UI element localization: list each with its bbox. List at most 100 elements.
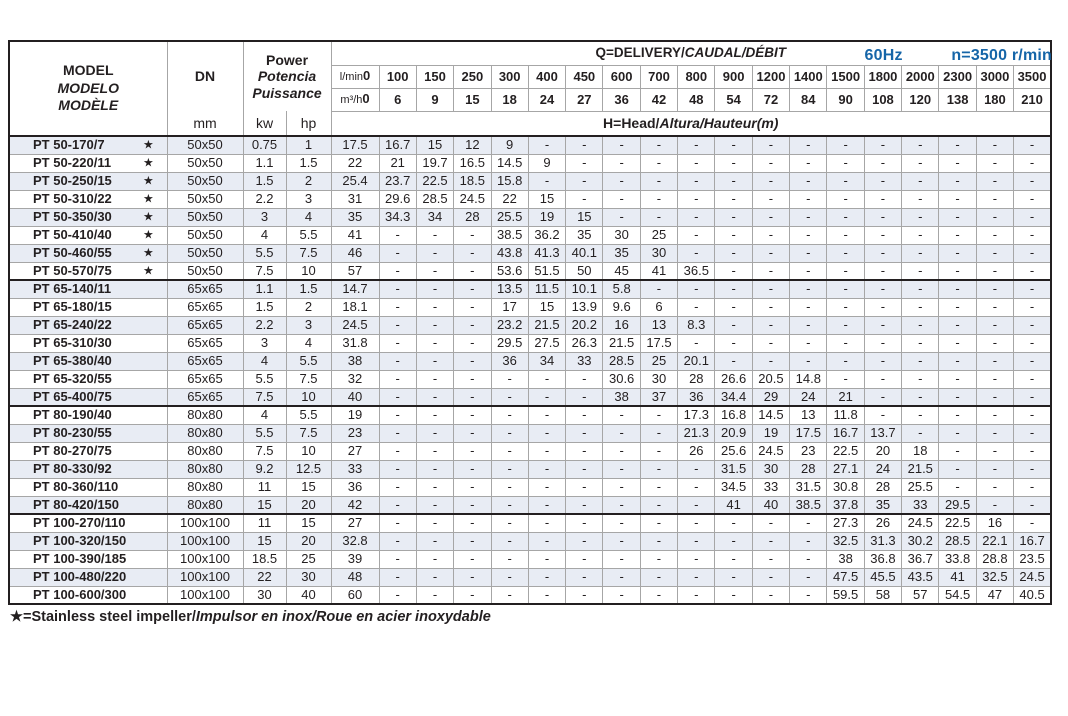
- head-value-cell: -: [677, 459, 716, 479]
- q-lmin-header-cell: 3000: [975, 64, 1015, 89]
- head-value-cell: -: [527, 477, 567, 497]
- head-value-cell: 27.3: [826, 513, 865, 533]
- head-value-cell: 24.5: [901, 513, 940, 533]
- dn-cell: 80x80: [166, 423, 244, 443]
- head-value-cell: -: [490, 387, 529, 407]
- head-value-cell: 40: [330, 387, 380, 407]
- model-name: PT 50-170/7: [33, 137, 105, 153]
- hp-cell: 40: [285, 585, 332, 605]
- head-value-cell: 25.5: [901, 477, 940, 497]
- q-m3h-header-cell: 9: [415, 87, 455, 112]
- head-value-cell: -: [938, 207, 977, 227]
- head-value-cell: -: [901, 387, 940, 407]
- hp-cell: 10: [285, 261, 332, 281]
- table-row: PT 50-570/75 ★ 50x50 7.5 10 57- - -53.6 51.5 50 45…: [8, 261, 1052, 281]
- head-value-cell: -: [863, 171, 903, 191]
- kw-cell: 1.5: [242, 171, 287, 191]
- head-value-cell: -: [863, 153, 903, 173]
- head-value-cell: -: [901, 315, 940, 335]
- head-value-cell: -: [453, 261, 492, 281]
- head-value-cell: -: [639, 153, 679, 173]
- head-value-cell: -: [789, 189, 828, 209]
- dn-cell: 80x80: [166, 495, 244, 515]
- kw-cell: 15: [242, 495, 287, 515]
- table-row: PT 100-270/110 100x100 11 15 27- - - - - - - - - - - -2…: [8, 513, 1052, 533]
- head-value-cell: -: [565, 405, 604, 425]
- hp-cell: 7.5: [285, 369, 332, 389]
- head-value-cell: -: [714, 351, 753, 371]
- head-value-cell: -: [453, 369, 492, 389]
- head-value-cell: -: [751, 567, 791, 587]
- col-header-hp: hp: [285, 110, 332, 137]
- head-value-cell: 20.5: [751, 369, 791, 389]
- head-value-cell: -: [453, 477, 492, 497]
- head-value-cell: -: [975, 351, 1015, 371]
- head-value-cell: -: [677, 135, 716, 155]
- hp-cell: 10: [285, 387, 332, 407]
- stainless-impeller-star-icon: ★: [143, 191, 154, 206]
- head-value-cell: 27.1: [826, 459, 865, 479]
- table-row: PT 50-350/30 ★ 50x50 3 4 35 34.3 34 28 25.5 19 15- -…: [8, 207, 1052, 227]
- head-value-cell: 13: [789, 405, 828, 425]
- model-label-en: MODEL: [62, 62, 114, 79]
- head-value-cell: 40.5: [1013, 585, 1052, 605]
- head-value-cell: 30: [602, 225, 641, 245]
- head-value-cell: 8.3: [677, 315, 716, 335]
- head-value-cell: 22: [490, 189, 529, 209]
- model-cell: PT 80-270/75: [8, 441, 168, 461]
- head-value-cell: -: [639, 207, 679, 227]
- head-value-cell: -: [901, 207, 940, 227]
- head-value-cell: -: [901, 423, 940, 443]
- footnote: ★=Stainless steel impeller/Impulsor en i…: [10, 609, 1068, 625]
- head-value-cell: 38.5: [789, 495, 828, 515]
- head-value-cell: 19.7: [415, 153, 455, 173]
- head-value-cell: -: [677, 297, 716, 317]
- q-m3h-header-cell: 27: [565, 87, 604, 112]
- hp-cell: 7.5: [285, 423, 332, 443]
- head-value-cell: -: [826, 369, 865, 389]
- q-m3h-header-cell: 120: [901, 87, 940, 112]
- hp-cell: 5.5: [285, 225, 332, 245]
- q-lmin-header-cell: 1500: [826, 64, 865, 89]
- head-value-cell: -: [975, 387, 1015, 407]
- lmin-unit-label: l/min: [339, 71, 364, 84]
- q-m3h-header-cell: 48: [677, 87, 716, 112]
- head-value-cell: 29.6: [378, 189, 417, 209]
- head-value-cell: -: [901, 171, 940, 191]
- head-value-cell: 5.8: [602, 279, 641, 299]
- head-value-cell: -: [527, 423, 567, 443]
- head-value-cell: 13.5: [490, 279, 529, 299]
- head-value-cell: -: [639, 279, 679, 299]
- head-value-cell: -: [975, 171, 1015, 191]
- hp-cell: 2: [285, 171, 332, 191]
- head-value-cell: -: [415, 369, 455, 389]
- head-value-cell: -: [826, 243, 865, 263]
- q-lmin-header-cell: 1200: [751, 64, 791, 89]
- head-value-cell: 14.7: [330, 279, 380, 299]
- head-value-cell: 18: [901, 441, 940, 461]
- head-value-cell: 41.3: [527, 243, 567, 263]
- head-value-cell: 22.5: [415, 171, 455, 191]
- head-value-cell: -: [565, 171, 604, 191]
- head-value-cell: -: [602, 459, 641, 479]
- kw-cell: 15: [242, 531, 287, 551]
- kw-cell: 11: [242, 477, 287, 497]
- q-lmin-header-cell: 600: [602, 64, 641, 89]
- hp-cell: 12.5: [285, 459, 332, 479]
- model-cell: PT 100-390/185: [8, 549, 168, 569]
- head-value-cell: 45.5: [863, 567, 903, 587]
- head-value-cell: 36.2: [527, 225, 567, 245]
- head-value-cell: -: [901, 333, 940, 353]
- head-value-cell: -: [789, 585, 828, 605]
- stainless-impeller-star-icon: ★: [143, 245, 154, 260]
- dn-cell: 80x80: [166, 441, 244, 461]
- head-value-cell: 31: [330, 189, 380, 209]
- head-value-cell: -: [639, 459, 679, 479]
- head-value-cell: -: [415, 315, 455, 335]
- head-value-cell: 50: [565, 261, 604, 281]
- hp-cell: 4: [285, 333, 332, 353]
- head-value-cell: 25.6: [714, 441, 753, 461]
- head-value-cell: -: [453, 531, 492, 551]
- head-value-cell: -: [1013, 189, 1052, 209]
- head-value-cell: -: [602, 513, 641, 533]
